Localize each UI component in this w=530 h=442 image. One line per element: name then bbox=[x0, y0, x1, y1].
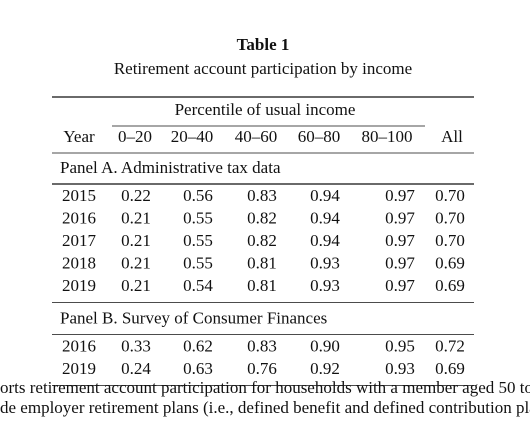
cell: 0.97 bbox=[385, 186, 415, 205]
row-year: 2019 bbox=[62, 276, 96, 295]
row-year: 2016 bbox=[62, 336, 96, 355]
cell: 0.55 bbox=[183, 208, 213, 227]
row-year: 2016 bbox=[62, 208, 96, 227]
row-year: 2019 bbox=[62, 359, 96, 378]
cell: 0.21 bbox=[121, 253, 151, 272]
cell: 0.70 bbox=[435, 186, 465, 205]
column-header: 80–100 bbox=[362, 127, 413, 146]
cell: 0.82 bbox=[247, 231, 277, 250]
table-title: Table 1 bbox=[237, 35, 290, 54]
cell: 0.93 bbox=[310, 276, 340, 295]
cell: 0.24 bbox=[121, 359, 151, 378]
cell: 0.69 bbox=[435, 253, 465, 272]
column-header: 0–20 bbox=[118, 127, 152, 146]
cell: 0.93 bbox=[310, 253, 340, 272]
cell: 0.93 bbox=[385, 359, 415, 378]
panel-label: Panel A. Administrative tax data bbox=[60, 158, 281, 177]
cell: 0.70 bbox=[435, 208, 465, 227]
cell: 0.90 bbox=[310, 336, 340, 355]
cell: 0.82 bbox=[247, 208, 277, 227]
table-caption: Retirement account participation by inco… bbox=[114, 59, 412, 78]
column-header: All bbox=[441, 127, 463, 146]
cell: 0.94 bbox=[310, 231, 340, 250]
cell: 0.69 bbox=[435, 359, 465, 378]
cell: 0.56 bbox=[183, 186, 213, 205]
cell: 0.63 bbox=[183, 359, 213, 378]
cell: 0.97 bbox=[385, 253, 415, 272]
footnote-line: orts retirement account participation fo… bbox=[0, 378, 530, 397]
cell: 0.81 bbox=[247, 253, 277, 272]
cell: 0.70 bbox=[435, 231, 465, 250]
panel-label: Panel B. Survey of Consumer Finances bbox=[60, 308, 327, 327]
row-year: 2015 bbox=[62, 186, 96, 205]
cell: 0.72 bbox=[435, 336, 465, 355]
column-header: 60–80 bbox=[298, 127, 341, 146]
cell: 0.21 bbox=[121, 231, 151, 250]
spanner: Percentile of usual income bbox=[175, 100, 356, 119]
column-header: 40–60 bbox=[235, 127, 278, 146]
cell: 0.97 bbox=[385, 208, 415, 227]
cell: 0.62 bbox=[183, 336, 213, 355]
cell: 0.81 bbox=[247, 276, 277, 295]
cell: 0.95 bbox=[385, 336, 415, 355]
footnote-line: de employer retirement plans (i.e., defi… bbox=[0, 398, 530, 417]
cell: 0.55 bbox=[183, 253, 213, 272]
cell: 0.92 bbox=[310, 359, 340, 378]
cell: 0.94 bbox=[310, 208, 340, 227]
cell: 0.83 bbox=[247, 186, 277, 205]
cell: 0.97 bbox=[385, 276, 415, 295]
cell: 0.69 bbox=[435, 276, 465, 295]
cell: 0.33 bbox=[121, 336, 151, 355]
cell: 0.54 bbox=[183, 276, 213, 295]
cell: 0.55 bbox=[183, 231, 213, 250]
row-year: 2017 bbox=[62, 231, 97, 250]
column-header: 20–40 bbox=[171, 127, 214, 146]
cell: 0.83 bbox=[247, 336, 277, 355]
row-year: 2018 bbox=[62, 253, 96, 272]
cell: 0.21 bbox=[121, 276, 151, 295]
column-header: Year bbox=[63, 127, 95, 146]
cell: 0.21 bbox=[121, 208, 151, 227]
cell: 0.94 bbox=[310, 186, 340, 205]
cell: 0.97 bbox=[385, 231, 415, 250]
cell: 0.76 bbox=[247, 359, 277, 378]
cell: 0.22 bbox=[121, 186, 151, 205]
